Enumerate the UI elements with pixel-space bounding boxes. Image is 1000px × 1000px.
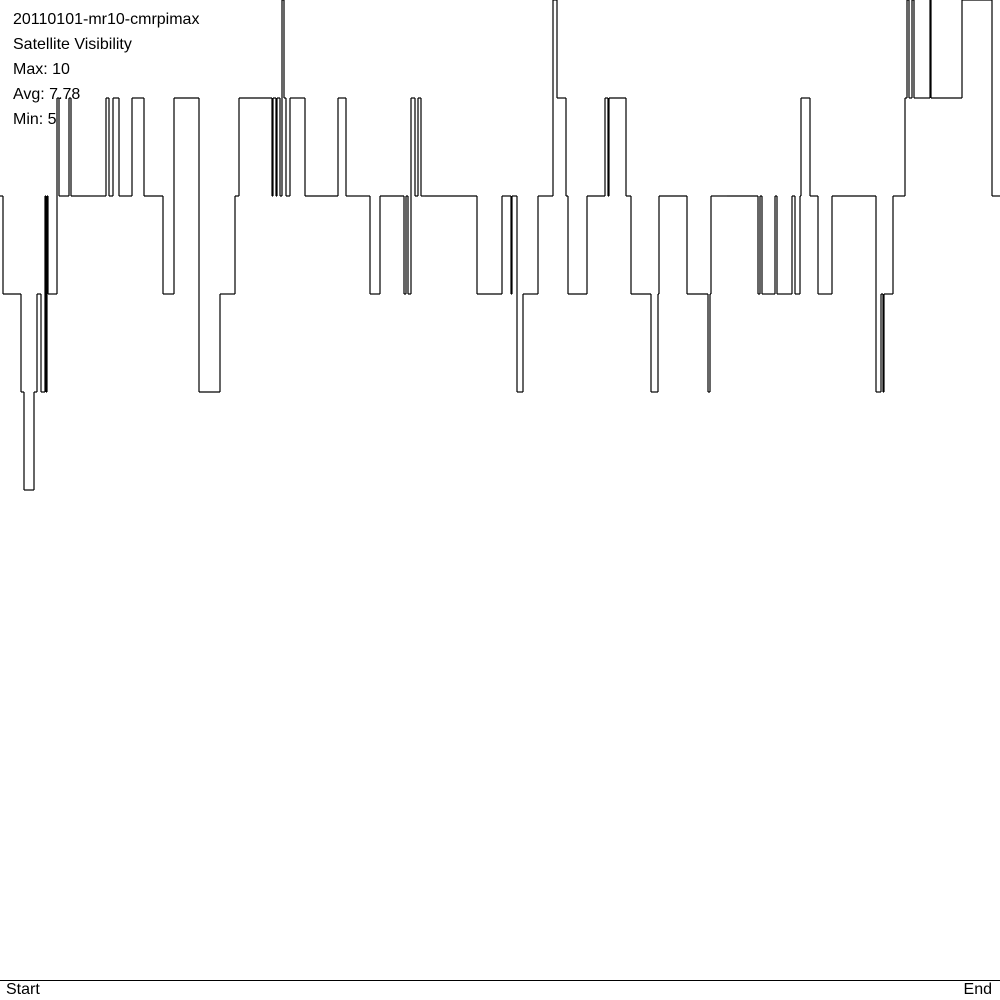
x-axis-end-label: End [963, 981, 992, 998]
avg-stat: Avg: 7.78 [13, 86, 81, 103]
visibility-series [0, 0, 1000, 491]
x-axis-line [0, 980, 1000, 981]
min-stat: Min: 5 [13, 111, 57, 128]
chart-title: 20110101-mr10-cmrpimax [13, 11, 200, 28]
max-stat: Max: 10 [13, 61, 70, 78]
x-axis-start-label: Start [6, 981, 40, 998]
chart-subtitle: Satellite Visibility [13, 36, 132, 53]
